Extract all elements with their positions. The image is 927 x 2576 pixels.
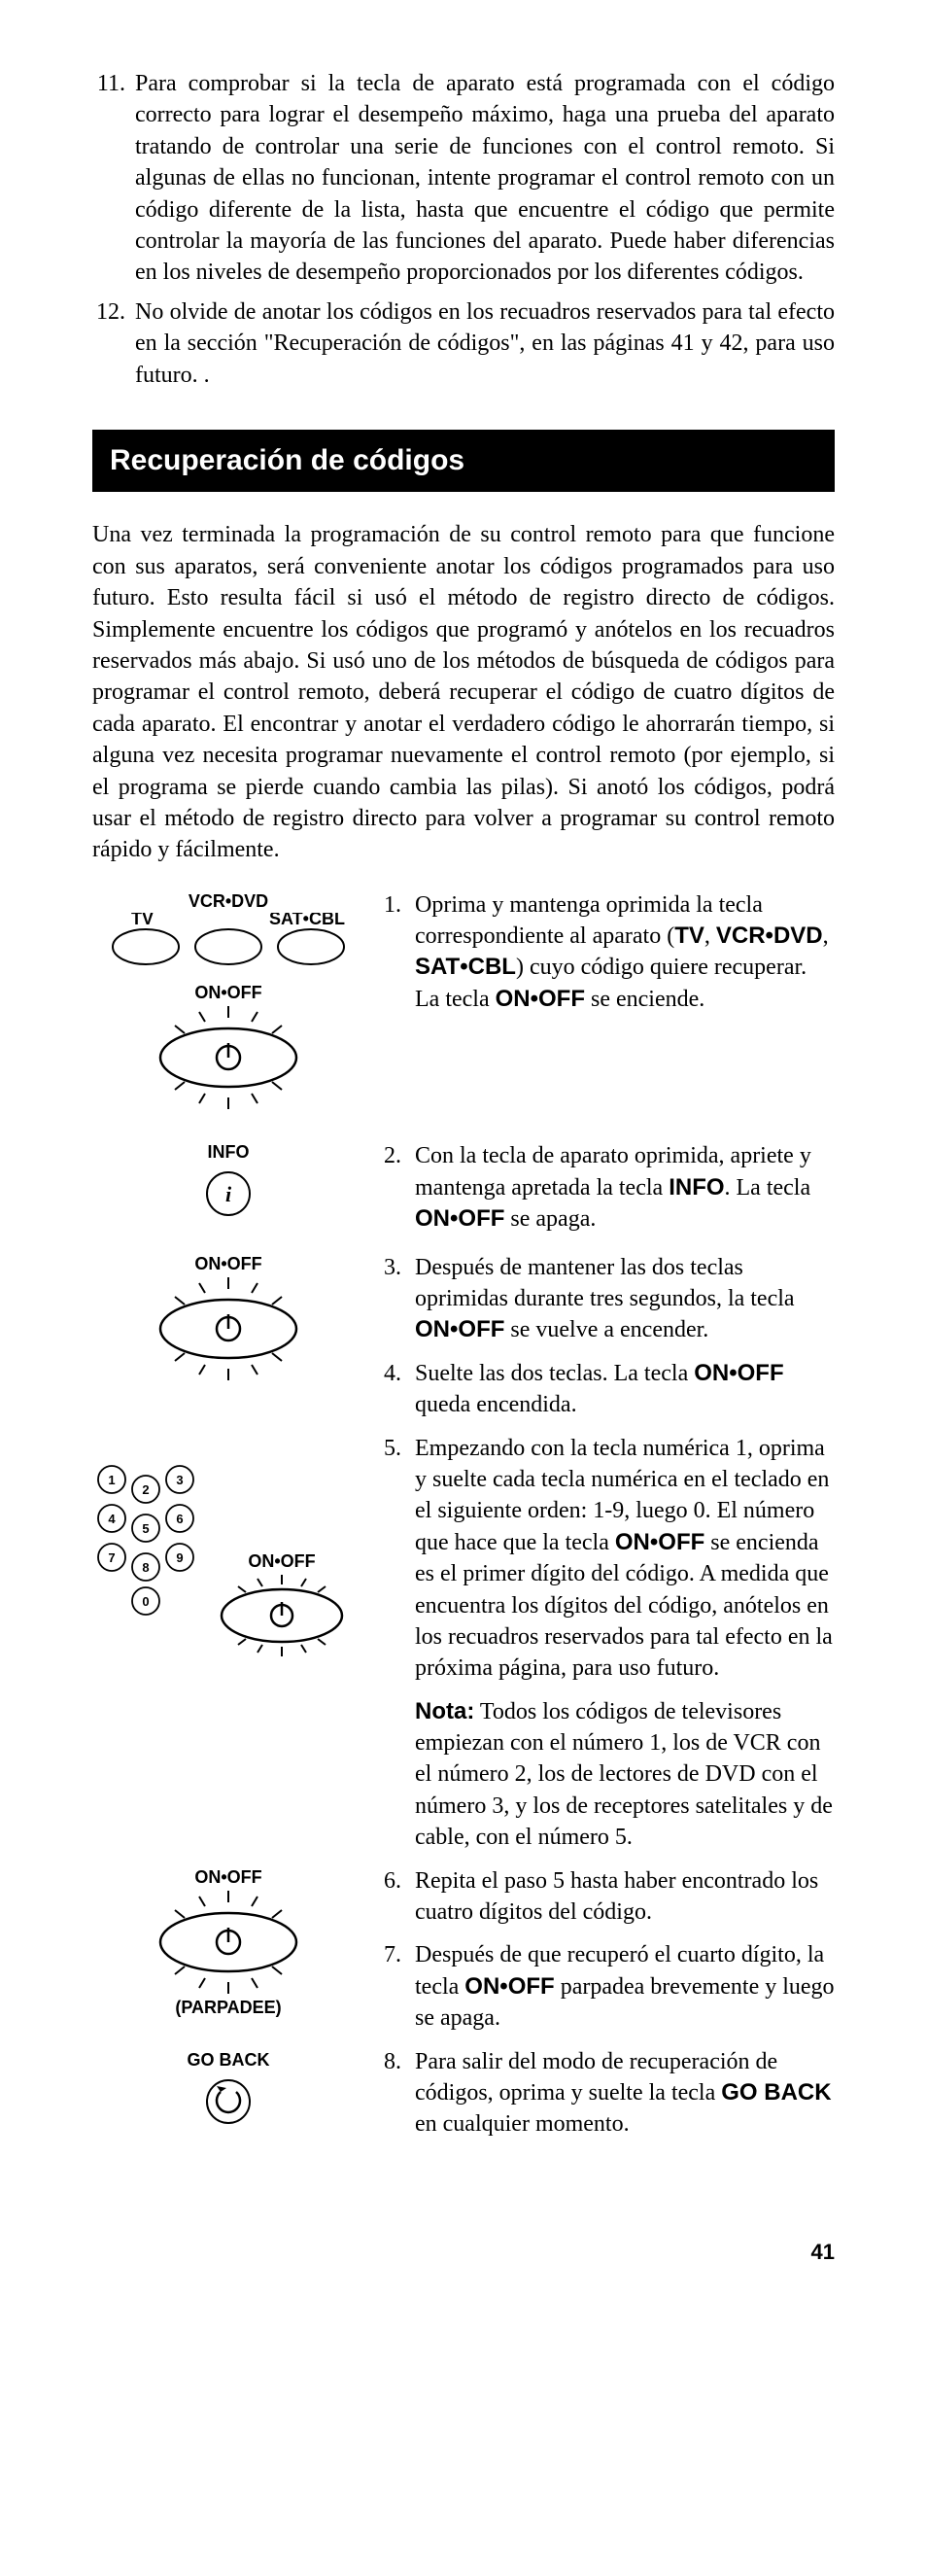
step-item: 6.Repita el paso 5 hasta haber encontrad…: [384, 1865, 835, 1929]
step-number: 1.: [384, 889, 415, 1016]
goback-button-icon: [199, 2072, 258, 2131]
step-text: Oprima y mantenga oprimida la tecla corr…: [415, 889, 835, 1016]
note-paragraph: Nota: Todos los códigos de televisores e…: [384, 1696, 835, 1854]
step-number: 6.: [384, 1865, 415, 1929]
svg-text:TV: TV: [131, 913, 154, 928]
label-goback: GO BACK: [92, 2048, 364, 2071]
step-text: Después de mantener las dos teclas oprim…: [415, 1252, 835, 1346]
item-text: Para comprobar si la tecla de aparato es…: [135, 68, 835, 289]
illustration-device-keys: VCR•DVD TV SAT•CBL ON•OFF: [92, 889, 364, 1141]
top-numbered-list: 11.Para comprobar si la tecla de aparato…: [92, 68, 835, 391]
step-item: 8.Para salir del modo de recuperación de…: [384, 2046, 835, 2141]
step-text: Empezando con la tecla numérica 1, oprim…: [415, 1433, 835, 1685]
step-number: 8.: [384, 2046, 415, 2141]
item-text: No olvide de anotar los códigos en los r…: [135, 296, 835, 391]
label-info: INFO: [92, 1140, 364, 1164]
list-item: 12.No olvide de anotar los códigos en lo…: [92, 296, 835, 391]
item-number: 12.: [92, 296, 135, 391]
illustration-info-key: INFO i: [92, 1140, 364, 1251]
step-number: 7.: [384, 1939, 415, 2034]
svg-text:7: 7: [108, 1550, 115, 1565]
svg-text:i: i: [225, 1182, 232, 1206]
svg-text:0: 0: [142, 1594, 149, 1609]
item-number: 11.: [92, 68, 135, 289]
device-buttons-icon: TV SAT•CBL: [102, 913, 355, 981]
page-number: 41: [92, 2238, 835, 2267]
illustration-parpadee-goback: ON•OFF (PARPADEE) GO BACK: [92, 1865, 364, 2160]
svg-text:SAT•CBL: SAT•CBL: [269, 913, 345, 928]
label-parpadee: (PARPADEE): [92, 1996, 364, 2019]
power-button-glow-icon: [131, 1004, 326, 1111]
step-number: 3.: [384, 1252, 415, 1346]
svg-text:4: 4: [108, 1512, 116, 1526]
step-item: 7.Después de que recuperó el cuarto dígi…: [384, 1939, 835, 2034]
illustration-onoff-keypad: ON•OFF 1 2 3 4 5: [92, 1252, 364, 1865]
section-header: Recuperación de códigos: [92, 430, 835, 493]
keypad-onoff-icon: 1 2 3 4 5 6 7 8 9 0 ON•OFF: [92, 1460, 364, 1674]
intro-paragraph: Una vez terminada la programación de su …: [92, 519, 835, 865]
step-text: Repita el paso 5 hasta haber encontrado …: [415, 1865, 835, 1929]
step-item: 5.Empezando con la tecla numérica 1, opr…: [384, 1433, 835, 1685]
power-button-glow-icon: [131, 1889, 326, 1996]
svg-text:8: 8: [142, 1560, 149, 1575]
info-button-icon: i: [199, 1165, 258, 1223]
svg-text:ON•OFF: ON•OFF: [248, 1551, 315, 1571]
step-number: 4.: [384, 1358, 415, 1421]
label-onoff: ON•OFF: [92, 981, 364, 1004]
step-text: Suelte las dos teclas. La tecla ON•OFF q…: [415, 1358, 835, 1421]
svg-text:5: 5: [142, 1521, 149, 1536]
step-item: 2.Con la tecla de aparato oprimida, apri…: [384, 1140, 835, 1235]
step-number: 2.: [384, 1140, 415, 1235]
svg-text:1: 1: [108, 1473, 115, 1487]
step-number: 5.: [384, 1433, 415, 1685]
svg-text:2: 2: [142, 1482, 149, 1497]
step-item: 4.Suelte las dos teclas. La tecla ON•OFF…: [384, 1358, 835, 1421]
svg-text:9: 9: [176, 1550, 183, 1565]
step-item: 3.Después de mantener las dos teclas opr…: [384, 1252, 835, 1346]
list-item: 11.Para comprobar si la tecla de aparato…: [92, 68, 835, 289]
step-item: 1.Oprima y mantenga oprimida la tecla co…: [384, 889, 835, 1016]
step-text: Para salir del modo de recuperación de c…: [415, 2046, 835, 2141]
label-onoff: ON•OFF: [92, 1865, 364, 1889]
label-onoff: ON•OFF: [92, 1252, 364, 1275]
svg-text:3: 3: [176, 1473, 183, 1487]
step-text: Con la tecla de aparato oprimida, apriet…: [415, 1140, 835, 1235]
power-button-glow-icon: [131, 1275, 326, 1382]
label-vcrdvd: VCR•DVD: [92, 889, 364, 913]
svg-text:6: 6: [176, 1512, 183, 1526]
step-text: Después de que recuperó el cuarto dígito…: [415, 1939, 835, 2034]
